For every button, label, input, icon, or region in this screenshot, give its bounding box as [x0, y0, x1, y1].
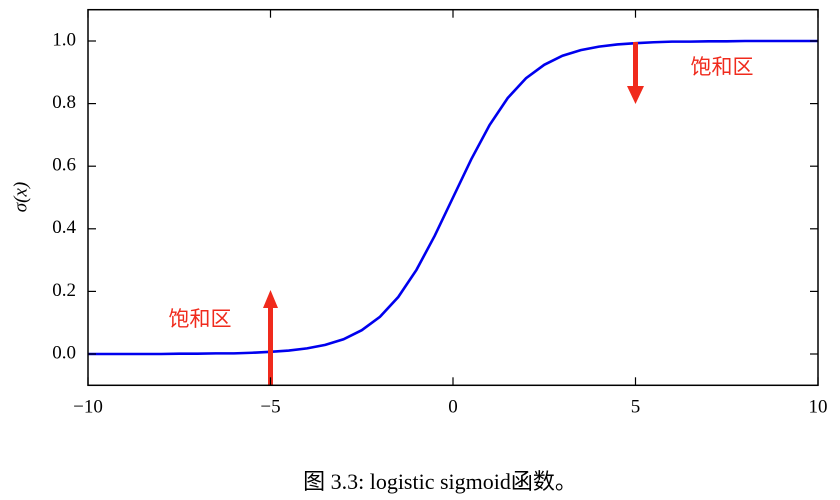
annotation: 饱和区 [691, 55, 754, 79]
y-tick-label: 0.4 [52, 217, 76, 238]
x-tick-label: −5 [260, 397, 280, 418]
plot-frame [87, 8, 819, 387]
x-tick-label: 0 [448, 397, 458, 418]
annotation: 饱和区 [169, 307, 232, 331]
y-axis-label: σ(x) [10, 182, 31, 212]
annotation-arrow [627, 42, 644, 104]
annotation-arrow [263, 290, 278, 385]
y-tick-label: 1.0 [52, 29, 76, 50]
caption: 图 3.3: logistic sigmoid函数。 [303, 469, 577, 494]
line [88, 39, 818, 356]
y-tick-label: 0.8 [52, 92, 76, 113]
x-tick-label: 5 [631, 397, 641, 418]
x-tick-label: −10 [73, 397, 103, 418]
y-tick-label: 0.2 [52, 280, 76, 301]
y-tick-label: 0.6 [52, 155, 76, 176]
y-tick-label: 0.0 [52, 342, 76, 363]
x-tick-label: 10 [809, 397, 828, 418]
